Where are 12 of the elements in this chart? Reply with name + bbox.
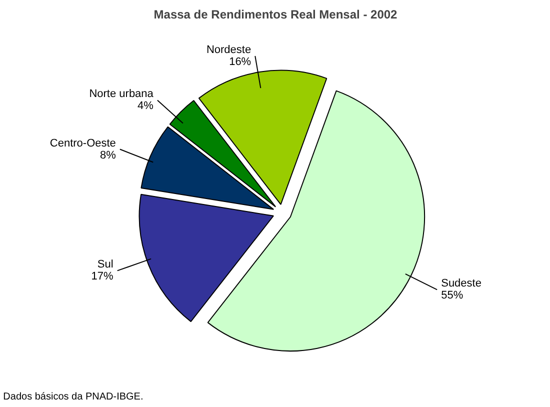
slice-label: Nordeste xyxy=(206,44,252,56)
data-label: 55% xyxy=(441,290,464,302)
text: Dados básicos da PNAD-IBGE. xyxy=(3,392,144,403)
data-label: 4% xyxy=(138,100,154,112)
slice-label: Norte urbana xyxy=(89,88,154,100)
slice-label: Centro-Oeste xyxy=(50,137,116,150)
data-label: 17% xyxy=(91,270,114,283)
data-label: 16% xyxy=(229,56,252,68)
data-label: 8% xyxy=(100,149,116,162)
chart-title: Massa de Rendimentos Real Mensal - 2002 xyxy=(154,8,398,22)
slice-label: Sudeste xyxy=(441,278,482,290)
slice-label: Sul xyxy=(97,258,114,271)
